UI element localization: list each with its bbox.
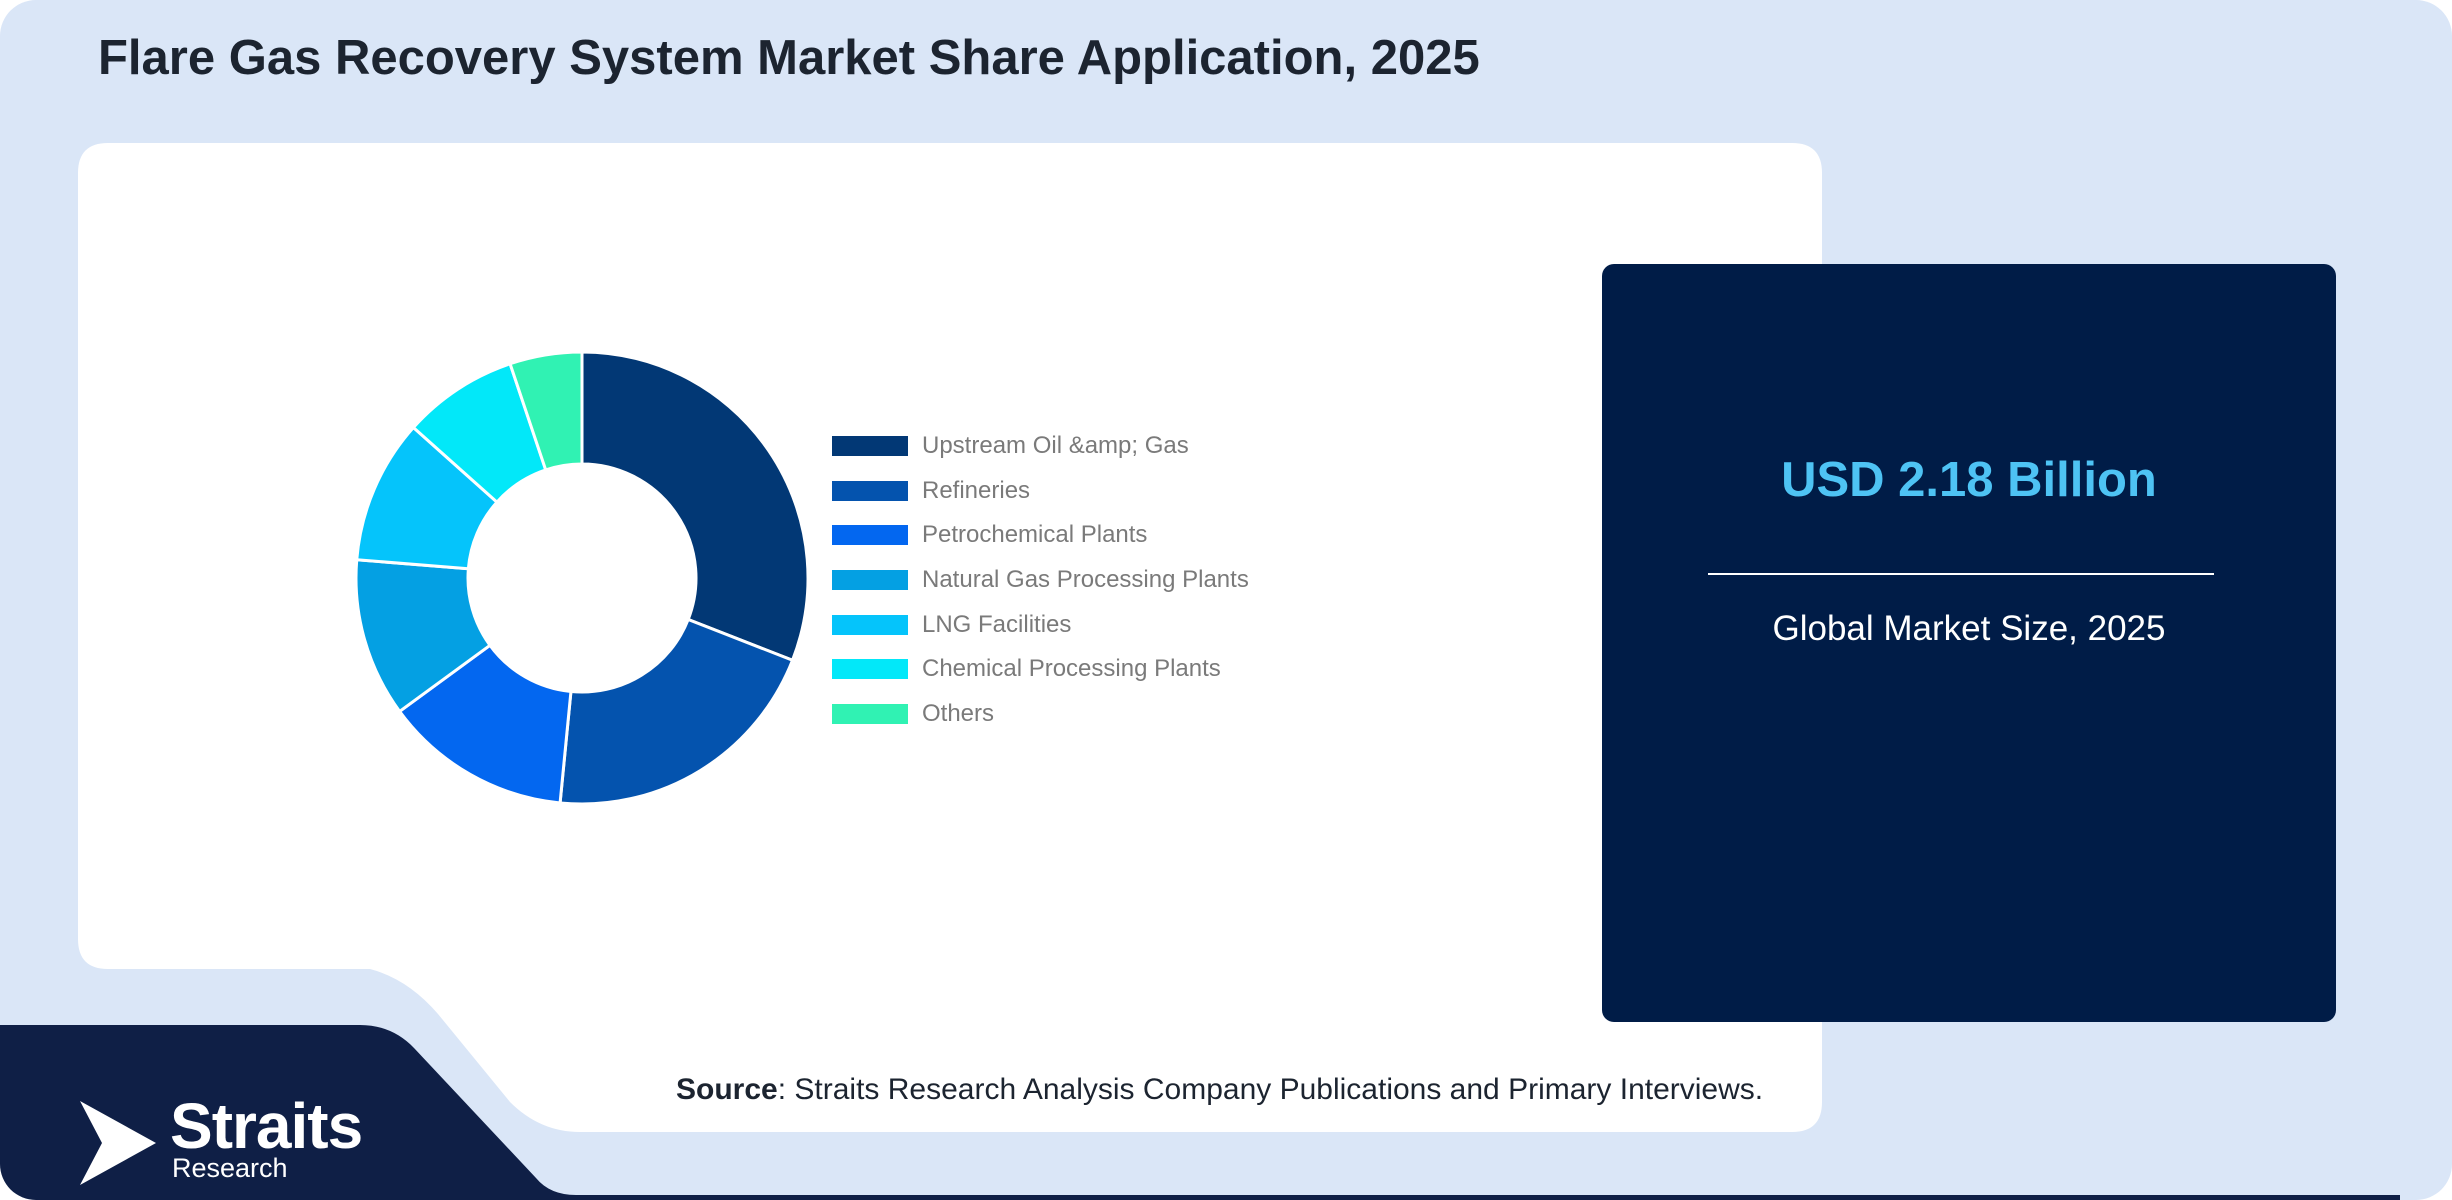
legend-swatch — [832, 436, 908, 457]
market-size-card: USD 2.18 Billion Global Market Size, 202… — [1602, 264, 2336, 1022]
legend-item: LNG Facilities — [832, 602, 1249, 647]
market-size-value: USD 2.18 Billion — [1781, 453, 2157, 507]
source-note: Source: Straits Research Analysis Compan… — [676, 1073, 1763, 1107]
source-text: : Straits Research Analysis Company Publ… — [777, 1073, 1764, 1106]
legend-item: Chemical Processing Plants — [832, 647, 1249, 692]
legend-item: Refineries — [832, 469, 1249, 514]
legend-swatch — [832, 703, 908, 724]
legend-label: Natural Gas Processing Plants — [922, 566, 1249, 594]
page-title: Flare Gas Recovery System Market Share A… — [98, 31, 1480, 85]
logo-band — [0, 1025, 2400, 1200]
legend-label: Refineries — [922, 476, 1031, 504]
legend-label: Chemical Processing Plants — [922, 655, 1221, 683]
legend-item: Natural Gas Processing Plants — [832, 558, 1249, 603]
donut-slice-3 — [397, 643, 573, 805]
legend-swatch — [832, 525, 908, 546]
legend-item: Upstream Oil &amp; Gas — [832, 424, 1249, 469]
legend-item: Others — [832, 692, 1249, 737]
straits-arrow-icon — [80, 1101, 156, 1185]
legend-swatch — [832, 614, 908, 635]
logo-subtitle: Research — [172, 1153, 288, 1183]
logo-name: Straits — [170, 1090, 363, 1162]
source-label: Source — [676, 1073, 778, 1106]
card-divider — [1708, 573, 2214, 575]
donut-slice-7 — [508, 350, 584, 472]
legend-label: Petrochemical Plants — [922, 521, 1148, 549]
legend-swatch — [832, 570, 908, 591]
legend-swatch — [832, 480, 908, 501]
legend-label: Upstream Oil &amp; Gas — [922, 432, 1189, 460]
donut-slice-1 — [580, 350, 810, 663]
legend-label: Others — [922, 699, 995, 727]
legend-swatch — [832, 659, 908, 680]
market-size-caption: Global Market Size, 2025 — [1772, 609, 2166, 648]
donut-slice-2 — [558, 617, 795, 806]
chart-legend: Upstream Oil &amp; Gas Refineries Petroche… — [832, 424, 1249, 736]
legend-item: Petrochemical Plants — [832, 513, 1249, 558]
legend-label: LNG Facilities — [922, 610, 1072, 638]
